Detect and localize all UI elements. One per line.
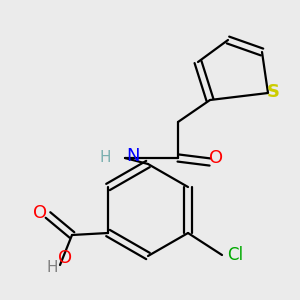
Text: H: H bbox=[46, 260, 58, 275]
Text: O: O bbox=[58, 249, 72, 267]
Text: H: H bbox=[99, 149, 111, 164]
Text: N: N bbox=[126, 147, 140, 165]
Text: O: O bbox=[33, 204, 47, 222]
Text: S: S bbox=[266, 83, 280, 101]
Text: Cl: Cl bbox=[227, 246, 243, 264]
Text: O: O bbox=[209, 149, 223, 167]
